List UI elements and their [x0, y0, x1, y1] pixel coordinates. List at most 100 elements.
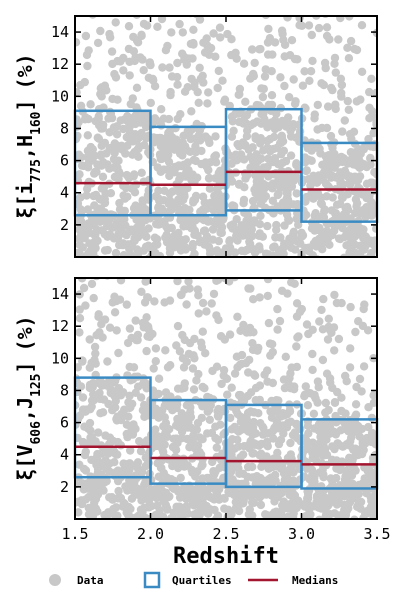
data-point: [346, 180, 355, 189]
data-point: [263, 291, 272, 301]
data-point: [234, 494, 244, 503]
data-point: [216, 420, 225, 429]
data-point: [197, 146, 206, 156]
data-point: [358, 229, 368, 238]
data-point: [301, 382, 310, 391]
data-point: [267, 91, 277, 100]
data-point: [201, 349, 210, 358]
data-point: [97, 320, 106, 329]
data-point: [330, 163, 339, 172]
data-point: [141, 320, 150, 329]
data-point: [292, 269, 300, 277]
data-point: [337, 178, 346, 188]
ylabel-top-sub2: 160: [29, 111, 44, 135]
data-point: [310, 240, 320, 249]
data-point: [297, 304, 306, 314]
data-point: [361, 439, 370, 448]
data-point: [148, 75, 158, 85]
data-point: [301, 158, 310, 167]
data-point: [125, 57, 134, 66]
data-point: [126, 2, 134, 10]
data-point: [337, 482, 346, 492]
data-point: [93, 38, 103, 48]
data-point: [91, 117, 100, 126]
data-point: [269, 434, 278, 443]
data-point: [352, 382, 361, 392]
data-point: [273, 448, 282, 457]
data-point: [116, 441, 126, 450]
data-point: [246, 163, 255, 172]
data-point: [283, 195, 293, 204]
data-point: [215, 23, 225, 32]
data-point: [188, 243, 197, 252]
data-point: [100, 138, 110, 148]
data-point: [360, 474, 369, 483]
data-point: [112, 130, 122, 139]
data-point: [257, 491, 267, 500]
data-point: [366, 160, 375, 169]
data-point: [287, 278, 296, 287]
ylabel-bottom-suffix: ]: [13, 361, 37, 373]
data-point: [85, 383, 95, 393]
data-point: [118, 267, 126, 275]
data-point: [190, 444, 199, 453]
data-point: [81, 301, 90, 310]
data-point: [272, 143, 282, 153]
data-point: [114, 486, 123, 496]
data-point: [178, 151, 187, 160]
data-point: [178, 28, 187, 37]
data-point: [161, 150, 171, 159]
data-point: [158, 63, 167, 72]
y-tick-label: 10: [51, 87, 69, 105]
data-point: [307, 465, 317, 474]
data-point: [159, 196, 168, 205]
data-point: [209, 289, 219, 299]
data-point: [331, 68, 340, 77]
data-point: [354, 317, 363, 326]
data-point: [160, 421, 170, 431]
data-point: [179, 411, 188, 420]
data-point: [338, 193, 347, 203]
data-point: [365, 239, 374, 248]
data-point: [204, 88, 213, 97]
data-point: [90, 167, 100, 177]
data-point: [264, 250, 273, 257]
data-point: [263, 38, 273, 47]
data-point: [115, 240, 124, 250]
data-point: [260, 72, 270, 81]
data-point: [174, 195, 183, 204]
data-point: [315, 317, 324, 326]
data-point: [75, 170, 84, 179]
data-point: [355, 249, 365, 257]
data-point: [167, 72, 177, 81]
data-point: [249, 217, 258, 227]
data-point: [318, 355, 328, 365]
data-point: [167, 4, 175, 12]
data-point: [249, 69, 258, 79]
legend: Data Quartiles Medians: [49, 571, 338, 589]
data-point: [355, 145, 364, 154]
data-point: [368, 453, 377, 463]
data-point: [370, 168, 377, 177]
data-point: [269, 512, 278, 519]
data-point: [334, 511, 343, 519]
data-point: [83, 249, 93, 257]
data-point: [273, 304, 282, 314]
data-point: [238, 138, 248, 147]
data-point: [292, 419, 301, 429]
data-point: [264, 464, 273, 473]
data-point: [293, 333, 302, 342]
data-point: [199, 78, 208, 87]
data-point: [233, 363, 242, 372]
data-point: [118, 218, 127, 228]
data-point: [249, 119, 258, 128]
data-point: [119, 53, 128, 63]
data-point: [212, 215, 221, 225]
data-point: [292, 342, 301, 351]
data-point: [303, 421, 313, 430]
data-point: [288, 498, 297, 507]
y-tick-label: 14: [51, 285, 69, 303]
data-point: [105, 144, 114, 153]
data-point: [302, 166, 311, 175]
data-point: [198, 474, 207, 483]
